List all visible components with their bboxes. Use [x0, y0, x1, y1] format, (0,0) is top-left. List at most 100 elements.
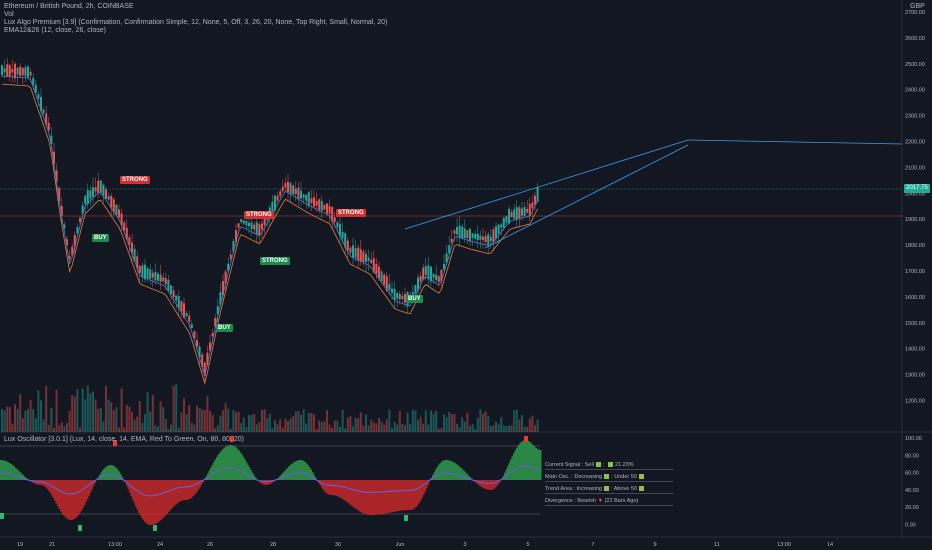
osc-tick-label: 60.00: [905, 471, 919, 477]
strong-signal-tag: STRONG: [244, 211, 274, 219]
volume-bar: [521, 415, 523, 432]
volume-bar: [419, 416, 422, 432]
volume-bar: [375, 423, 378, 432]
osc-histogram: [498, 480, 500, 484]
osc-histogram: [250, 470, 252, 480]
candle-body: [445, 253, 448, 263]
volume-bar: [76, 389, 79, 432]
row-extra: 21.23%: [615, 462, 634, 468]
volume-bar: [497, 424, 500, 432]
osc-histogram: [139, 480, 141, 516]
osc-histogram: [423, 480, 425, 495]
volume-bar: [411, 409, 414, 432]
osc-histogram: [198, 480, 200, 490]
oscillator-legend[interactable]: Lux Oscillator [3.0.1] (Lux, 14, close, …: [4, 436, 244, 443]
candle-body: [237, 223, 240, 228]
osc-histogram: [366, 480, 368, 515]
candle-body: [219, 292, 222, 305]
volume-bar: [463, 421, 466, 432]
candle-body: [396, 292, 399, 299]
symbol-legend[interactable]: Ethereum / British Pound, 2h, COINBASE: [4, 3, 134, 10]
candle-body: [430, 266, 432, 282]
candle-body: [157, 273, 159, 281]
candle-body: [365, 254, 367, 262]
volume-bar: [55, 389, 58, 432]
osc-histogram: [85, 480, 87, 503]
volume-bar: [523, 426, 526, 432]
osc-histogram: [313, 474, 315, 480]
osc-histogram: [213, 462, 215, 480]
osc-histogram: [114, 466, 116, 480]
candle-body: [487, 234, 490, 245]
volume-bar: [502, 425, 505, 432]
osc-histogram: [244, 459, 246, 480]
ema-legend[interactable]: EMA12&26 (12, close, 26, close): [4, 27, 106, 34]
osc-histogram: [301, 460, 303, 480]
volume-bar: [453, 413, 456, 432]
osc-histogram: [300, 460, 302, 480]
volume-bar: [318, 420, 321, 432]
osc-histogram: [217, 454, 219, 480]
volume-bar: [401, 424, 404, 432]
row-extra: (22 Bars Ago): [604, 498, 639, 504]
osc-histogram: [211, 464, 213, 480]
osc-histogram: [333, 480, 335, 496]
candle-body: [162, 277, 165, 282]
volume-bar: [508, 425, 510, 432]
volume-legend[interactable]: Vol: [4, 11, 14, 18]
check-icon: [608, 462, 613, 468]
osc-histogram: [354, 480, 356, 509]
dashboard-row-trend: Trend Area : Increasing: Above 50: [545, 486, 673, 494]
check-icon: [595, 462, 601, 468]
osc-histogram: [117, 469, 119, 480]
candle-body: [328, 205, 331, 214]
volume-bar: [437, 428, 440, 432]
volume-bar: [515, 409, 518, 432]
candle-body: [359, 249, 362, 262]
volume-bar: [32, 409, 35, 432]
volume-bar: [396, 424, 399, 432]
volume-bar: [274, 420, 276, 432]
volume-bar: [450, 413, 453, 432]
candle-body: [146, 268, 149, 278]
osc-histogram: [420, 480, 422, 501]
osc-histogram: [291, 463, 293, 480]
osc-histogram: [525, 440, 527, 480]
osc-tick-label: 80.00: [905, 453, 919, 459]
candle-body: [180, 301, 183, 312]
volume-bar: [84, 399, 87, 432]
volume-bar: [404, 425, 406, 432]
lux-algo-legend[interactable]: Lux Algo Premium [3.9] (Confirmation, Co…: [4, 19, 388, 26]
volume-bar: [237, 411, 240, 432]
osc-histogram: [505, 469, 507, 480]
time-tick-label: 30: [335, 542, 341, 548]
volume-bar: [92, 391, 94, 432]
candle-body: [263, 218, 266, 226]
osc-histogram: [145, 480, 147, 524]
check-icon: [638, 474, 644, 480]
osc-histogram: [135, 480, 137, 507]
volume-bar: [367, 425, 370, 432]
candle-body: [118, 209, 120, 218]
volume-bar: [417, 419, 419, 432]
candle-body: [245, 220, 248, 226]
candle-body: [203, 362, 206, 377]
osc-histogram: [108, 465, 110, 480]
candle-body: [521, 208, 523, 216]
candle-body: [216, 306, 219, 315]
candle-body: [16, 67, 19, 75]
volume-bar: [190, 422, 193, 432]
price-tick-label: 1400.00: [905, 347, 925, 353]
candle-body: [422, 267, 425, 280]
osc-histogram: [448, 460, 450, 480]
volume-bar: [71, 394, 74, 432]
osc-histogram: [405, 480, 407, 511]
candle-body: [323, 204, 326, 210]
candle-body: [141, 265, 144, 277]
osc-histogram: [529, 442, 531, 480]
osc-histogram: [168, 480, 170, 512]
volume-bar: [482, 413, 484, 432]
osc-histogram: [21, 473, 23, 480]
volume-bar: [159, 401, 162, 432]
